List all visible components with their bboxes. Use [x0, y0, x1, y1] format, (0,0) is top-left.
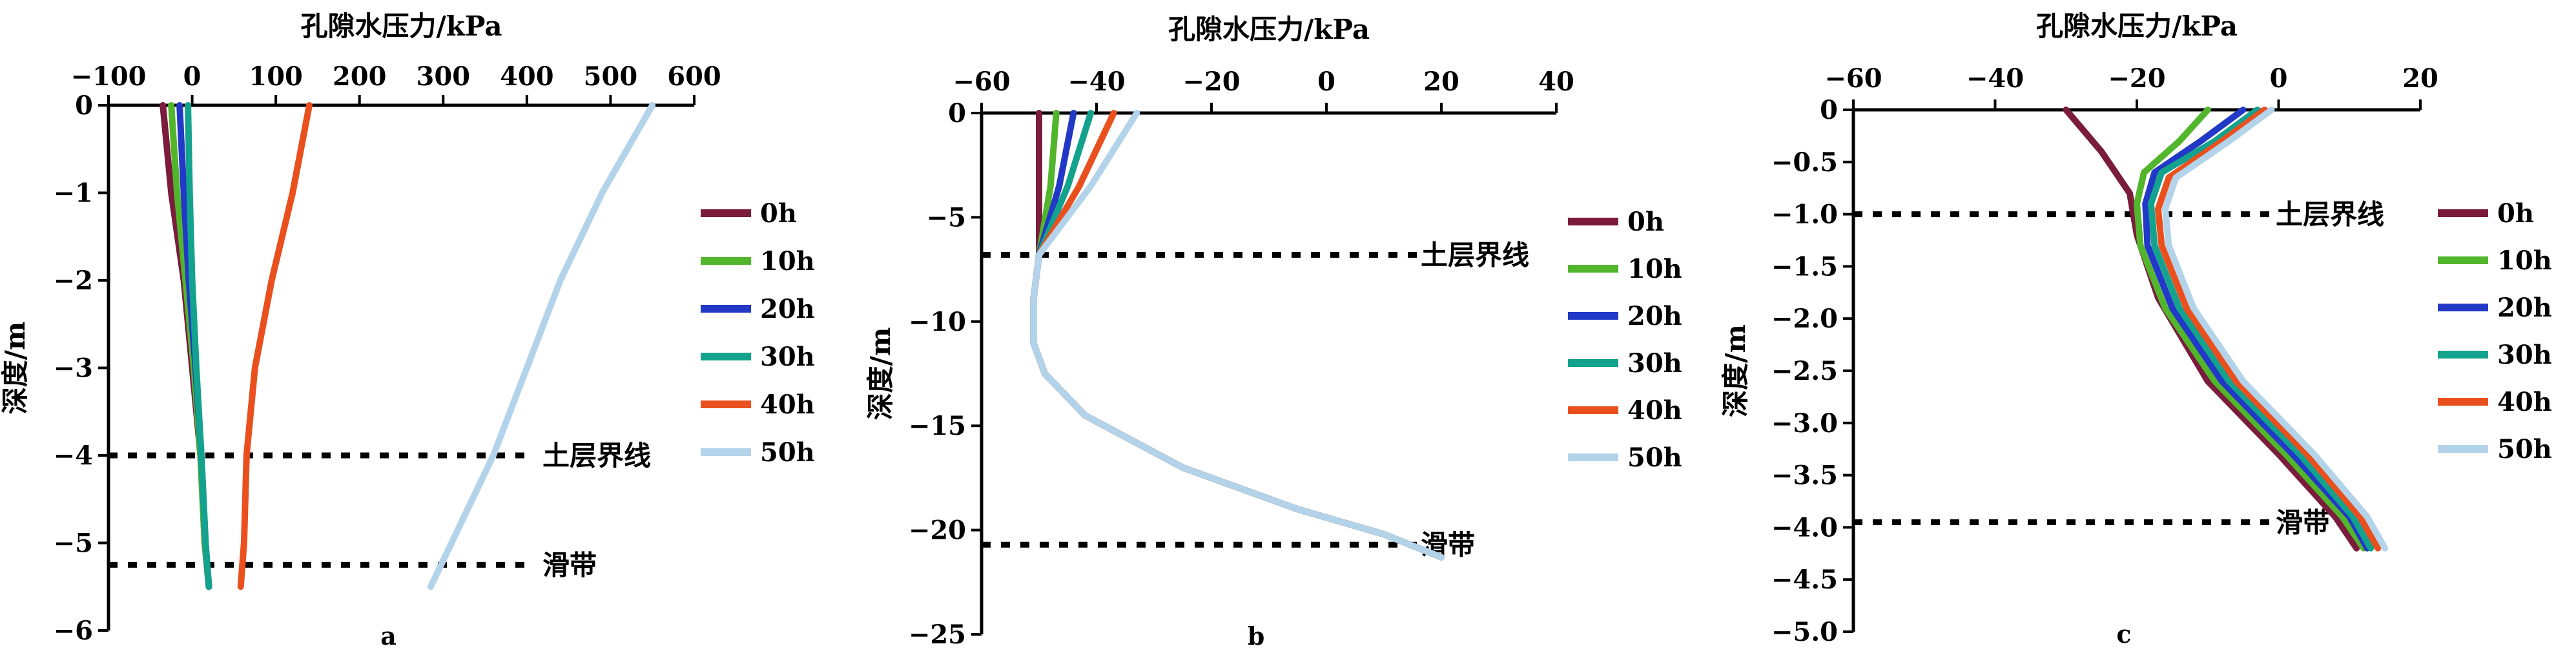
x-axis-title: 孔隙水压力/kPa	[1168, 14, 1370, 45]
legend-label: 50h	[1627, 442, 1682, 473]
y-axis-title: 深度/m	[865, 328, 896, 421]
x-tick-label: −40	[1966, 63, 2024, 94]
x-tick-label: −40	[1067, 67, 1125, 97]
legend-label: 50h	[760, 437, 815, 468]
x-tick-label: 200	[333, 61, 387, 92]
y-tick-label: −10	[909, 307, 966, 337]
legend-label: 30h	[760, 342, 815, 372]
y-axis-title: 深度/m	[1720, 324, 1751, 417]
panel-label: a	[380, 621, 397, 650]
legend-label: 0h	[760, 198, 797, 229]
y-tick-label: −1.0	[1771, 200, 1838, 230]
legend-label: 0h	[1627, 207, 1664, 237]
y-tick-label: −3	[54, 353, 93, 384]
y-tick-label: −0.5	[1771, 147, 1838, 178]
x-axis-title: 孔隙水压力/kPa	[2036, 10, 2238, 42]
annotation-label: 土层界线	[1421, 240, 1529, 271]
x-tick-label: 100	[249, 61, 303, 92]
series-line-10h	[2134, 107, 2367, 552]
legend-label: 20h	[1627, 301, 1682, 331]
series-line-30h	[185, 102, 212, 590]
panel-label: b	[1248, 621, 1265, 650]
y-tick-label: −4.5	[1771, 565, 1838, 595]
series-line-40h	[237, 102, 313, 590]
legend-label: 20h	[760, 294, 815, 324]
y-tick-label: −1	[54, 178, 93, 209]
x-tick-label: 0	[2270, 63, 2288, 94]
series-line-20h	[2142, 107, 2371, 552]
series-line-50h	[427, 102, 656, 590]
x-tick-label: 20	[2402, 63, 2438, 94]
y-tick-label: 0	[948, 98, 966, 129]
y-tick-label: −5	[927, 202, 966, 233]
y-tick-label: −2.0	[1771, 304, 1838, 334]
series-line-50h	[2161, 107, 2389, 552]
x-tick-label: 500	[584, 61, 638, 92]
annotation-label: 土层界线	[542, 440, 651, 472]
legend-label: 30h	[2497, 340, 2552, 370]
legend-label: 10h	[1627, 254, 1682, 284]
chart-panel-b: −60 −40 −20 0 20 40 0 −5 −10 −15 −20 −25 孔隙水压力/kPa 深度…	[865, 14, 1682, 650]
x-tick-label: 0	[183, 61, 201, 92]
annotation-label: 土层界线	[2276, 199, 2384, 231]
legend-label: 0h	[2497, 198, 2534, 229]
x-tick-label: 0	[1317, 67, 1335, 97]
chart-panel-c: −60 −40 −20 0 20 0 −0.5 −1.0 −1.5 −2.0 −2.5 −3.0 −3.…	[1720, 10, 2552, 649]
x-tick-label: 400	[500, 61, 554, 92]
legend-label: 40h	[2497, 387, 2552, 417]
x-tick-label: −60	[953, 67, 1010, 97]
y-tick-label: −6	[54, 616, 93, 646]
x-tick-label: 20	[1423, 67, 1459, 97]
annotation-label: 滑带	[2276, 506, 2330, 538]
x-tick-label: −100	[70, 61, 146, 92]
chart-panel-a: −100 0 100 200 300 400 500 6000−1−2−3−4−5−6孔隙水压…	[0, 10, 815, 650]
x-tick-label: −20	[2108, 63, 2165, 94]
x-tick-label: −60	[1824, 63, 1882, 94]
x-tick-label: 40	[1538, 67, 1574, 97]
legend-label: 50h	[2497, 434, 2552, 464]
series-line-50h	[1030, 110, 1445, 561]
series-line-40h	[2154, 107, 2382, 552]
series-line-30h	[2147, 107, 2375, 552]
y-tick-label: −3.5	[1771, 461, 1838, 491]
y-tick-label: −20	[909, 515, 966, 546]
legend-label: 10h	[2497, 245, 2552, 276]
y-tick-label: 0	[1820, 95, 1838, 125]
y-tick-label: −15	[909, 411, 966, 441]
legend-label: 40h	[760, 390, 815, 420]
y-tick-label: −4	[54, 441, 93, 471]
y-tick-label: −2.5	[1771, 356, 1838, 386]
y-tick-label: −3.0	[1771, 408, 1838, 439]
legend-label: 10h	[760, 246, 815, 276]
legend-label: 30h	[1627, 348, 1682, 379]
panel-label: c	[2116, 619, 2131, 649]
y-tick-label: −2	[54, 265, 93, 296]
y-tick-label: −5	[54, 528, 93, 559]
y-axis-title: 深度/m	[0, 322, 31, 415]
x-tick-label: 300	[417, 61, 471, 92]
x-tick-label: −20	[1182, 67, 1240, 97]
legend-label: 40h	[1627, 395, 1682, 426]
y-tick-label: −25	[909, 619, 966, 650]
y-tick-label: 0	[75, 90, 93, 121]
x-tick-label: 600	[667, 61, 721, 92]
x-axis-title: 孔隙水压力/kPa	[300, 10, 502, 42]
annotation-label: 滑带	[1421, 529, 1475, 561]
legend-label: 20h	[2497, 293, 2552, 323]
y-tick-label: −4.0	[1771, 512, 1838, 543]
y-tick-label: −1.5	[1771, 251, 1838, 282]
annotation-label: 滑带	[542, 549, 597, 581]
y-tick-label: −5.0	[1771, 617, 1838, 647]
